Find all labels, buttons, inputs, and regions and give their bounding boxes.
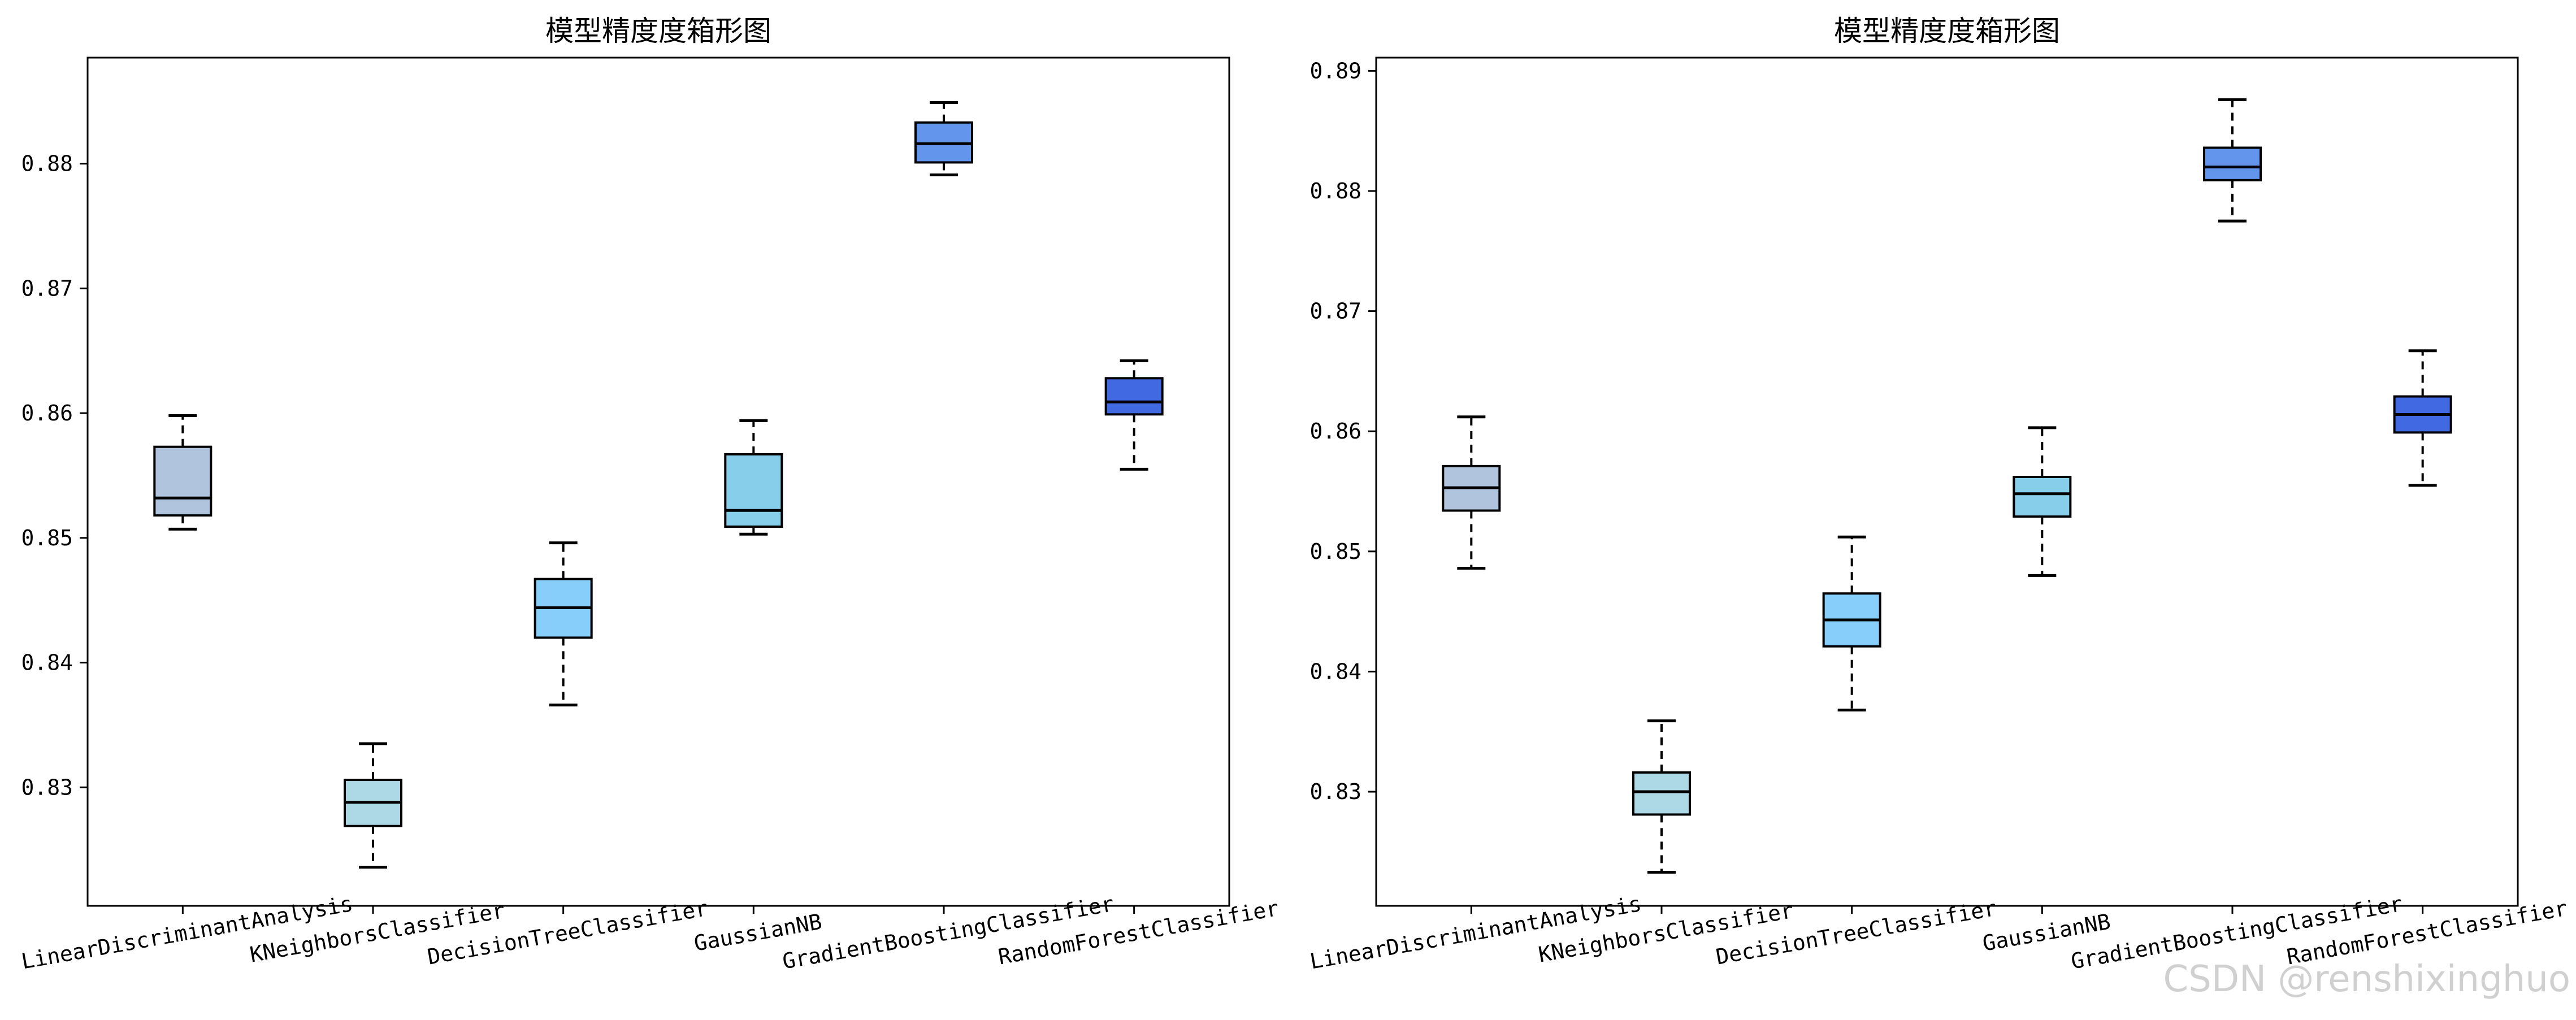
iqr-box <box>2203 146 2262 181</box>
box-GaussianNB <box>2013 426 2072 577</box>
iqr-box <box>153 445 213 517</box>
box-LinearDiscriminantAnalysis <box>1442 415 1501 570</box>
y-tick-label: 0.86 <box>1309 419 1361 444</box>
y-tick-label: 0.86 <box>21 401 73 426</box>
y-tick-label: 0.85 <box>21 526 73 550</box>
box-KNeighborsClassifier <box>344 742 402 869</box>
iqr-box <box>1104 377 1164 416</box>
y-tick-label: 0.83 <box>21 775 73 800</box>
box-LinearDiscriminantAnalysis <box>153 414 213 531</box>
chart-title: 模型精度度箱形图 <box>1834 15 2060 47</box>
plot-area-frame <box>1375 57 2519 907</box>
box-DecisionTreeClassifier <box>534 541 593 707</box>
y-tick-label: 0.83 <box>1309 779 1361 804</box>
iqr-box <box>724 453 783 528</box>
chart-title: 模型精度度箱形图 <box>545 15 771 47</box>
subplot-2: 模型精度度箱形图0.830.840.850.860.870.880.89Line… <box>1308 15 2569 974</box>
y-tick-label: 0.89 <box>1309 58 1361 83</box>
subplot-1: 模型精度度箱形图0.830.840.850.860.870.88LinearDi… <box>19 15 1281 974</box>
box-KNeighborsClassifier <box>1632 719 1691 874</box>
y-tick-label: 0.85 <box>1309 539 1361 564</box>
box-GaussianNB <box>724 419 783 536</box>
box-RandomForestClassifier <box>1104 359 1164 471</box>
y-tick-label: 0.87 <box>1309 299 1361 324</box>
plot-area-frame <box>86 57 1230 907</box>
box-DecisionTreeClassifier <box>1822 535 1881 711</box>
y-tick-label: 0.88 <box>1309 179 1361 203</box>
box-GradientBoostingClassifier <box>914 101 973 176</box>
csdn-watermark: CSDN @renshixinghuo <box>2163 958 2570 1000</box>
y-tick-label: 0.87 <box>21 276 73 301</box>
box-GradientBoostingClassifier <box>2203 98 2262 223</box>
y-tick-label: 0.84 <box>1309 659 1361 684</box>
iqr-box <box>2013 475 2072 518</box>
box-RandomForestClassifier <box>2393 349 2452 487</box>
y-tick-label: 0.88 <box>21 151 73 176</box>
iqr-box <box>1632 771 1691 816</box>
y-tick-label: 0.84 <box>21 650 73 675</box>
